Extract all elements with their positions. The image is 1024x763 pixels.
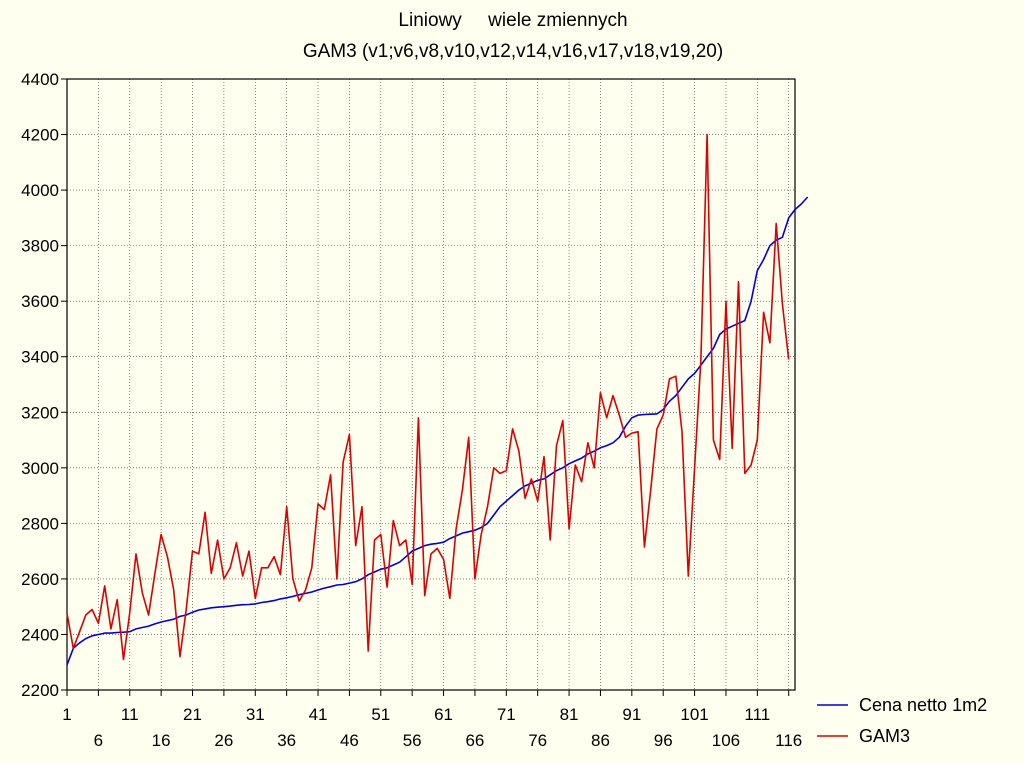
x-tick-label: 106 (712, 731, 740, 750)
y-tick-label: 3600 (21, 292, 59, 311)
x-tick-label: 111 (744, 705, 770, 724)
x-tick-label: 16 (152, 731, 171, 750)
y-tick-label: 3800 (21, 237, 59, 256)
y-tick-label: 4000 (21, 181, 59, 200)
x-tick-label: 51 (371, 705, 390, 724)
y-tick-label: 4200 (21, 126, 59, 145)
y-tick-label: 2200 (21, 681, 59, 700)
y-tick-label: 2800 (21, 514, 59, 533)
legend-label: GAM3 (859, 726, 910, 746)
series-line-gam3 (66, 133, 790, 661)
x-tick-label: 91 (622, 705, 641, 724)
x-tick-label: 116 (775, 731, 802, 750)
x-tick-label: 31 (246, 705, 265, 724)
series-lines (66, 133, 809, 666)
legend: Cena netto 1m2 GAM3 (817, 695, 987, 746)
x-tick-label: 21 (183, 705, 202, 724)
y-axis: 2200 2400 2600 2800 3000 3200 3400 3600 3800 4000… (21, 70, 67, 700)
x-tick-label: 71 (497, 705, 516, 724)
y-tick-label: 4400 (21, 70, 59, 89)
y-tick-label: 3000 (21, 459, 59, 478)
x-tick-label: 46 (340, 731, 359, 750)
x-tick-label: 86 (591, 731, 610, 750)
x-tick-label: 1 (62, 705, 71, 724)
x-tick-label: 81 (560, 705, 579, 724)
legend-label: Cena netto 1m2 (859, 695, 987, 715)
plot-area (66, 78, 796, 691)
x-tick-label: 26 (214, 731, 233, 750)
chart-subtitle: GAM3 (v1;v6,v8,v10,v12,v14,v16,v17,v18,v… (303, 41, 723, 62)
y-tick-label: 2400 (21, 625, 59, 644)
x-axis: 1611162126313641465156616671768186919610… (62, 690, 802, 750)
y-tick-label: 3200 (21, 403, 59, 422)
x-tick-label: 6 (94, 731, 103, 750)
x-tick-label: 76 (528, 731, 547, 750)
series-line-cena-netto-1m2 (66, 196, 809, 666)
y-tick-label: 2600 (21, 570, 59, 589)
x-tick-label: 56 (403, 731, 422, 750)
grid-lines (67, 79, 795, 690)
chart-title: Liniowy wiele zmiennych (398, 10, 627, 31)
x-tick-label: 101 (680, 705, 708, 724)
x-tick-label: 66 (465, 731, 484, 750)
x-tick-label: 11 (121, 705, 139, 724)
x-tick-label: 96 (654, 731, 673, 750)
y-tick-label: 3400 (21, 348, 59, 367)
x-tick-label: 61 (434, 705, 453, 724)
x-tick-label: 36 (277, 731, 296, 750)
x-tick-label: 41 (309, 705, 328, 724)
